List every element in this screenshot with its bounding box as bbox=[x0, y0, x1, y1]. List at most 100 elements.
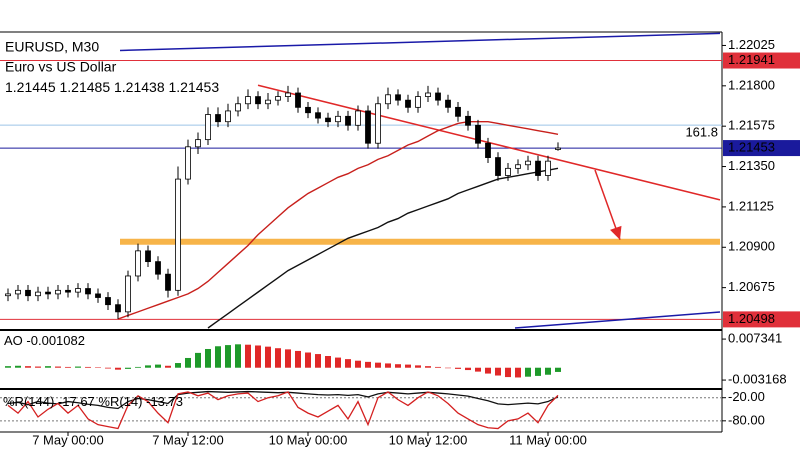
y-tick-label: 1.21125 bbox=[728, 198, 774, 213]
close-value: 1.21453 bbox=[169, 79, 220, 95]
ao-bar bbox=[535, 367, 541, 376]
arrow-head bbox=[610, 225, 622, 240]
candle-body bbox=[145, 250, 151, 263]
ao-bar bbox=[105, 367, 111, 369]
ao-bar bbox=[55, 366, 61, 368]
ao-name: AO bbox=[4, 333, 23, 348]
y-tick-label: -0.003168 bbox=[728, 372, 787, 387]
candle-body bbox=[325, 117, 331, 123]
ao-bar bbox=[255, 345, 261, 368]
wpr-value: -13.73 bbox=[146, 394, 183, 409]
ao-bar bbox=[555, 367, 561, 372]
ao-bar bbox=[365, 361, 371, 368]
x-tick-label: 7 May 00:00 bbox=[32, 432, 104, 447]
y-tick-label: -20.00 bbox=[728, 389, 765, 404]
moving-average bbox=[117, 120, 559, 320]
level-box bbox=[723, 52, 800, 69]
ao-bar bbox=[215, 346, 221, 368]
ao-bar bbox=[15, 365, 21, 368]
y-tick-label: 1.21575 bbox=[728, 118, 775, 133]
candle-body bbox=[515, 164, 521, 169]
symbol-subtitle: Euro vs US Dollar bbox=[5, 59, 117, 75]
ao-bar bbox=[115, 367, 121, 370]
candle-body bbox=[415, 96, 421, 108]
candle-body bbox=[195, 139, 201, 148]
candle-body bbox=[355, 110, 361, 126]
ao-bar bbox=[345, 359, 351, 368]
candle-body bbox=[265, 99, 271, 105]
candle-body bbox=[115, 304, 121, 313]
ao-bar bbox=[235, 344, 241, 368]
x-tick-label: 10 May 00:00 bbox=[269, 432, 348, 447]
x-tick-label: 11 May 00:00 bbox=[509, 432, 587, 447]
x-tick-label: 7 May 12:00 bbox=[152, 432, 224, 447]
y-tick-label: -80.00 bbox=[728, 412, 765, 427]
ao-bar bbox=[435, 366, 441, 368]
candle-body bbox=[295, 92, 301, 108]
candle-body bbox=[395, 94, 401, 101]
x-tick-label: 10 May 12:00 bbox=[389, 432, 468, 447]
plot-area: 1.22025 1.21800 1.21575 1.21350 1.21125 1.209… bbox=[0, 32, 800, 447]
ao-bar bbox=[445, 367, 451, 369]
drawing-line bbox=[119, 32, 721, 52]
candle-body bbox=[475, 124, 481, 144]
ao-bar bbox=[5, 366, 11, 368]
ao-bar bbox=[305, 352, 311, 368]
candle-body bbox=[155, 261, 161, 275]
y-tick-label: 1.20900 bbox=[728, 239, 775, 254]
ao-bar bbox=[515, 367, 521, 378]
candle-body bbox=[285, 92, 291, 97]
ao-bar bbox=[35, 366, 41, 368]
indicator-line bbox=[7, 391, 559, 430]
wpr-name: %R(14) bbox=[98, 394, 142, 409]
candle-body bbox=[445, 99, 451, 108]
symbol-title: EURUSD, M30 bbox=[5, 39, 99, 55]
ao-bar bbox=[475, 367, 481, 372]
wpr-value: -17.67 bbox=[58, 394, 95, 409]
candle-body bbox=[225, 110, 231, 123]
ao-bar bbox=[265, 346, 271, 368]
candle-body bbox=[525, 160, 531, 166]
candle-body bbox=[25, 289, 31, 297]
ao-bar bbox=[495, 367, 501, 376]
ao-bar bbox=[145, 365, 151, 368]
ao-bar bbox=[295, 350, 301, 368]
ao-bar bbox=[275, 348, 281, 368]
ao-bar bbox=[395, 364, 401, 368]
candle-body bbox=[55, 289, 61, 295]
ao-bar bbox=[45, 366, 51, 368]
candle-body bbox=[215, 114, 221, 123]
moving-average bbox=[207, 167, 559, 329]
level-label: 1.21941 bbox=[728, 52, 775, 67]
ao-bar bbox=[485, 367, 491, 374]
ao-legend: AO -0.001082 bbox=[4, 333, 85, 348]
level-text: 161.8 bbox=[685, 125, 718, 140]
last-price-label: 1.21453 bbox=[728, 140, 775, 155]
low-value: 1.21438 bbox=[114, 79, 165, 95]
candle-body bbox=[175, 178, 181, 291]
high-value: 1.21485 bbox=[60, 79, 111, 95]
ao-bar bbox=[325, 356, 331, 368]
candle-body bbox=[95, 293, 101, 298]
candle-body bbox=[45, 291, 51, 295]
candle-body bbox=[205, 114, 211, 141]
ao-bar bbox=[545, 367, 551, 375]
drawing-line bbox=[257, 84, 721, 201]
ao-bar bbox=[285, 349, 291, 368]
ao-bar bbox=[175, 363, 181, 368]
candle-body bbox=[405, 99, 411, 108]
candle-body bbox=[105, 297, 111, 306]
candle-body bbox=[535, 160, 541, 176]
ao-bar bbox=[225, 345, 231, 368]
ao-bar bbox=[375, 362, 381, 368]
last-price-box bbox=[723, 140, 800, 157]
y-tick-label: 1.21350 bbox=[728, 158, 775, 173]
ao-bar bbox=[415, 365, 421, 368]
ao-bar bbox=[205, 348, 211, 368]
candle-body bbox=[425, 92, 431, 97]
ao-bar bbox=[455, 367, 461, 369]
level-label: 1.20498 bbox=[728, 311, 775, 326]
ao-bar bbox=[95, 367, 101, 368]
y-tick-label: 0.007341 bbox=[728, 331, 782, 346]
